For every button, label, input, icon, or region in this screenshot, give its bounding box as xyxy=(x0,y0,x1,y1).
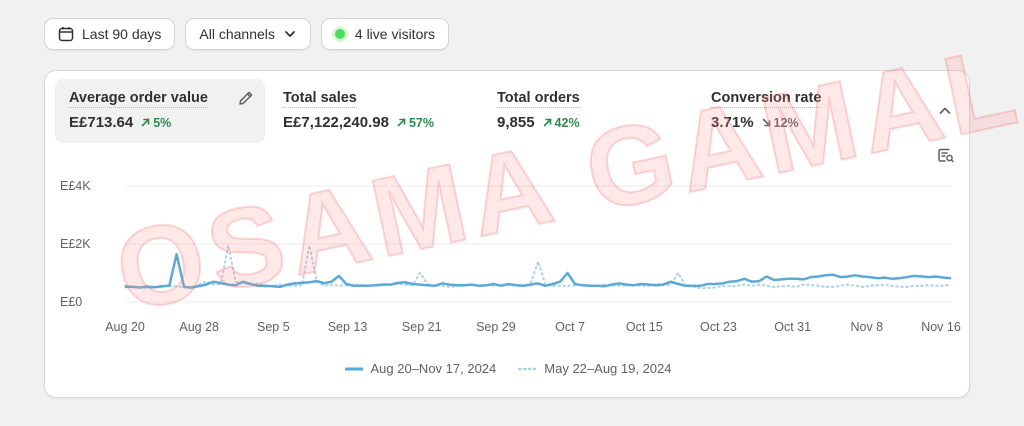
pencil-icon[interactable] xyxy=(237,89,255,112)
x-tick-label: Oct 31 xyxy=(774,320,811,334)
series-previous-line xyxy=(124,245,952,290)
x-tick-label: Aug 28 xyxy=(179,320,219,334)
x-tick-label: Sep 13 xyxy=(328,320,368,334)
x-tick-label: Nov 16 xyxy=(921,320,961,334)
date-range-label: Last 90 days xyxy=(82,26,162,42)
metric-delta: 12% xyxy=(762,116,799,130)
x-tick-label: Oct 7 xyxy=(555,320,585,334)
channels-dropdown[interactable]: All channels xyxy=(185,18,311,50)
y-tick-label: E£2K xyxy=(60,237,91,251)
metric-conversion-rate[interactable]: Conversion rate 3.71% 12% xyxy=(697,79,907,143)
y-tick-label: E£0 xyxy=(60,295,82,309)
legend-solid-swatch xyxy=(344,367,363,370)
metric-delta: 5% xyxy=(141,116,171,130)
legend-dotted-swatch xyxy=(518,367,537,370)
arrow-up-right-icon xyxy=(397,118,406,127)
legend-label: May 22–Aug 19, 2024 xyxy=(544,361,672,376)
series-current-line xyxy=(125,252,952,289)
metric-label: Conversion rate xyxy=(711,90,822,108)
metric-delta: 42% xyxy=(543,116,580,130)
arrow-up-right-icon xyxy=(141,118,150,127)
metric-value: 3.71% xyxy=(711,114,754,131)
x-tick-label: Sep 29 xyxy=(476,320,516,334)
metric-label: Total sales xyxy=(283,90,357,108)
chart-legend: Aug 20–Nov 17, 2024 May 22–Aug 19, 2024 xyxy=(45,361,971,376)
metric-average-order-value[interactable]: Average order value E£713.64 5% xyxy=(55,79,265,143)
calendar-icon xyxy=(58,26,74,42)
x-tick-label: Nov 8 xyxy=(850,320,883,334)
metric-delta: 57% xyxy=(397,116,434,130)
x-tick-label: Oct 23 xyxy=(700,320,737,334)
metric-label: Average order value xyxy=(69,90,208,108)
metric-total-orders[interactable]: Total orders 9,855 42% xyxy=(483,79,693,143)
metric-value: 9,855 xyxy=(497,114,535,131)
report-search-icon[interactable] xyxy=(937,147,955,170)
analytics-card: E£4K E£2K E£0 Aug 20 Aug 28 Sep 5 Sep 13 Sep 2… xyxy=(44,21,1024,398)
legend-item-previous[interactable]: May 22–Aug 19, 2024 xyxy=(518,361,672,376)
live-visitors-button[interactable]: 4 live visitors xyxy=(320,18,450,50)
x-tick-label: Sep 21 xyxy=(402,320,442,334)
legend-item-current[interactable]: Aug 20–Nov 17, 2024 xyxy=(344,361,497,376)
live-status-dot xyxy=(334,29,345,39)
x-tick-label: Sep 5 xyxy=(257,320,290,334)
metric-total-sales[interactable]: Total sales E£7,122,240.98 57% xyxy=(269,79,479,143)
live-visitors-label: 4 live visitors xyxy=(354,26,436,42)
arrow-up-right-icon xyxy=(543,118,551,127)
x-tick-label: Aug 20 xyxy=(105,320,145,334)
arrow-down-right-icon xyxy=(762,118,770,127)
date-range-button[interactable]: Last 90 days xyxy=(44,18,176,50)
y-tick-label: E£4K xyxy=(60,179,91,193)
toolbar: Last 90 days All channels 4 live visitor… xyxy=(44,18,450,50)
metric-value: E£7,122,240.98 xyxy=(283,114,389,131)
metric-label: Total orders xyxy=(497,90,580,108)
x-tick-label: Oct 15 xyxy=(626,320,663,334)
sales-chart: E£4K E£2K E£0 Aug 20 Aug 28 Sep 5 Sep 13 Sep 2… xyxy=(60,179,961,334)
channels-label: All channels xyxy=(199,26,275,42)
chevron-up-icon[interactable] xyxy=(937,103,953,124)
chevron-down-icon xyxy=(283,27,297,41)
metric-value: E£713.64 xyxy=(69,114,134,131)
legend-label: Aug 20–Nov 17, 2024 xyxy=(370,361,497,376)
